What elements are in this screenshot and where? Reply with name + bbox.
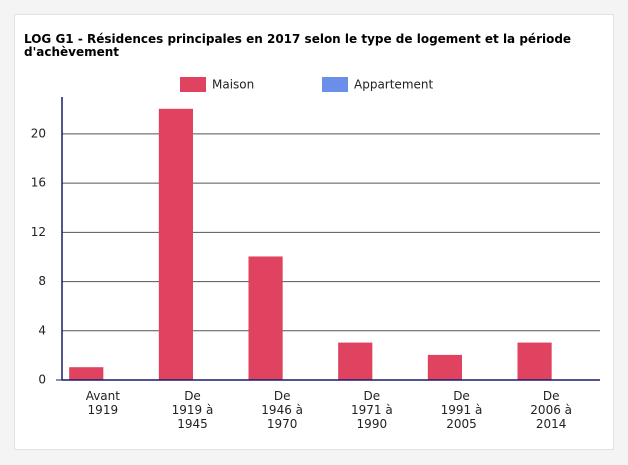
bar bbox=[517, 342, 552, 381]
x-tick-label: De 2006 à 2014 bbox=[530, 389, 573, 431]
bar bbox=[427, 354, 462, 381]
y-tick-label: 20 bbox=[31, 126, 46, 140]
x-tick-label: De 1991 à 2005 bbox=[440, 389, 483, 431]
y-tick-label: 16 bbox=[31, 176, 46, 190]
legend-swatch bbox=[180, 77, 206, 92]
legend-swatch bbox=[322, 77, 348, 92]
bar bbox=[158, 108, 193, 381]
x-tick-label: De 1919 à 1945 bbox=[171, 389, 214, 431]
y-tick-label: 4 bbox=[38, 323, 46, 337]
chart-title: LOG G1 - Résidences principales en 2017 … bbox=[24, 32, 572, 59]
x-tick-label: Avant 1919 bbox=[85, 389, 120, 417]
legend-label: Maison bbox=[212, 78, 254, 92]
y-tick-label: 8 bbox=[38, 274, 46, 288]
bar bbox=[338, 342, 373, 381]
legend-label: Appartement bbox=[354, 78, 433, 92]
y-tick-label: 12 bbox=[31, 225, 46, 239]
x-tick-label: De 1946 à 1970 bbox=[261, 389, 304, 431]
x-tick-label: De 1971 à 1990 bbox=[350, 389, 393, 431]
bar bbox=[69, 367, 104, 381]
bar bbox=[248, 256, 283, 381]
y-tick-label: 0 bbox=[38, 373, 46, 387]
